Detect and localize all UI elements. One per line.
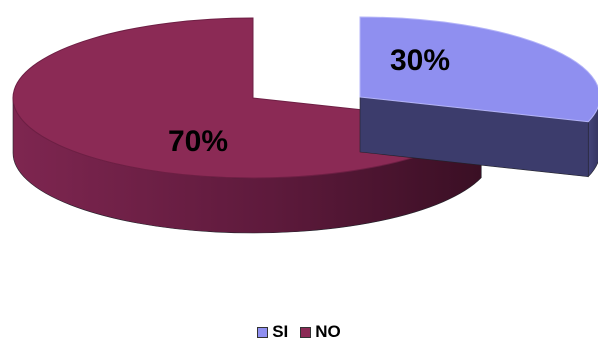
legend-swatch-no xyxy=(300,326,312,338)
legend-item-no: NO xyxy=(300,322,341,342)
data-label-si: 30% xyxy=(390,44,450,77)
slice-top-si xyxy=(359,16,598,123)
data-label-no: 70% xyxy=(168,125,228,158)
legend-item-si: SI xyxy=(257,322,288,342)
legend-label-no: NO xyxy=(315,322,341,341)
legend-label-si: SI xyxy=(272,322,289,341)
chart-legend: SI NO xyxy=(0,320,598,344)
legend-swatch-si xyxy=(257,326,269,338)
